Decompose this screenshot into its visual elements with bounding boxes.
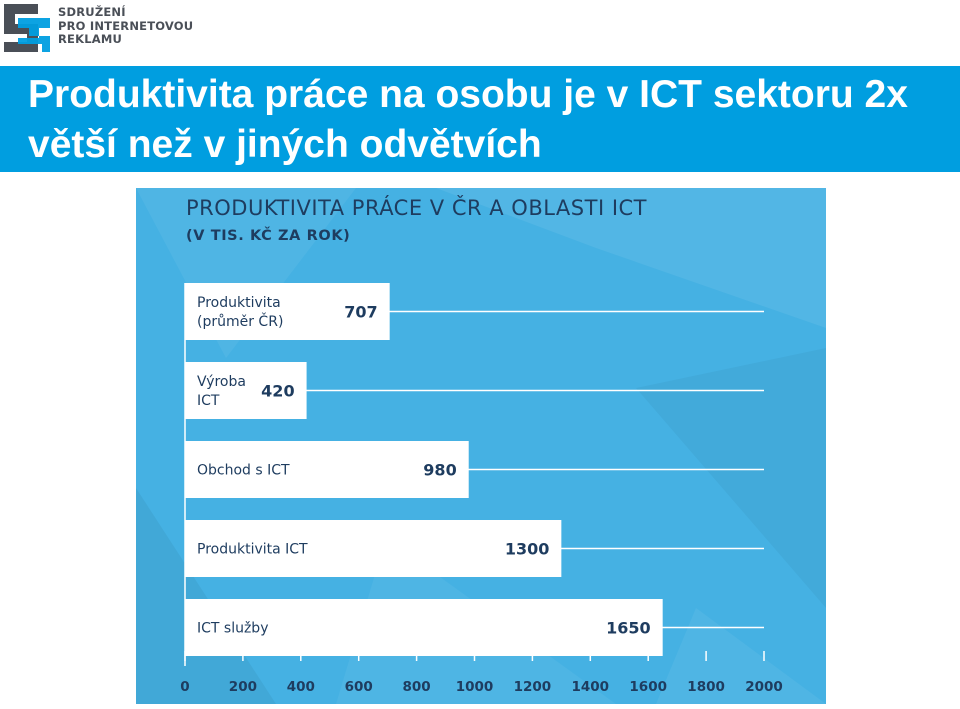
tick-label: 200 xyxy=(229,679,257,695)
chart-panel: Produktivita (průměr ČR) 707 Výroba ICT 420 Ob… xyxy=(136,188,826,704)
logo-line-2: PRO INTERNETOVOU xyxy=(58,18,194,33)
bar xyxy=(185,520,562,577)
slide-title: Produktivita práce na osobu je v ICT sek… xyxy=(28,73,908,166)
chart-title: PRODUKTIVITA PRÁCE V ČR A OBLASTI ICT xyxy=(186,196,647,220)
bar-category-label: Produktivita xyxy=(197,295,281,311)
logo-text: SDRUŽENÍ PRO INTERNETOVOU REKLAMU xyxy=(58,5,194,47)
panel-facets xyxy=(136,188,826,704)
bar-category-label: ICT služby xyxy=(197,621,268,637)
tick-label: 1200 xyxy=(514,679,552,695)
bar-category-label: ICT xyxy=(197,393,220,409)
bar xyxy=(185,362,307,419)
tick-label: 2000 xyxy=(745,679,783,695)
bar-value-label: 1650 xyxy=(606,619,651,638)
tick-label: 0 xyxy=(180,679,189,695)
tick-label: 800 xyxy=(403,679,431,695)
bar-value-label: 1300 xyxy=(505,540,550,559)
tick-label: 1800 xyxy=(687,679,725,695)
bar xyxy=(185,441,469,498)
bar-category-label: Produktivita ICT xyxy=(197,542,308,558)
bar xyxy=(185,599,663,656)
tick-label: 600 xyxy=(345,679,373,695)
bar-category-label: Výroba xyxy=(197,374,246,390)
bar xyxy=(185,283,390,340)
logo-line-3: REKLAMU xyxy=(58,32,123,46)
title-bar xyxy=(0,66,960,172)
logo: SDRUŽENÍ PRO INTERNETOVOU REKLAMU xyxy=(2,0,202,56)
tick-label: 400 xyxy=(287,679,315,695)
x-axis-ticks: 0 200 400 600 800 1000 1200 1400 1600 1800 2000 xyxy=(180,651,783,695)
bar-value-label: 707 xyxy=(344,303,377,322)
bar-category-label: (průměr ČR) xyxy=(197,312,283,330)
bar-category-label: Obchod s ICT xyxy=(197,463,290,479)
tick-label: 1000 xyxy=(456,679,494,695)
tick-label: 1600 xyxy=(629,679,667,695)
logo-line-1: SDRUŽENÍ xyxy=(58,5,126,19)
bar-value-label: 420 xyxy=(261,382,294,401)
chart-canvas: Produktivita(průměr ČR) 707 Výroba ICT 420 Ob… xyxy=(136,188,826,704)
bar-value-label: 980 xyxy=(423,461,456,480)
chart-subtitle: (V TIS. KČ ZA ROK) xyxy=(186,228,351,244)
tick-label: 1400 xyxy=(572,679,610,695)
sir-logo-icon xyxy=(4,4,50,52)
bars: Produktivita(průměr ČR) 707 Výroba ICT 420 Ob… xyxy=(185,283,663,656)
